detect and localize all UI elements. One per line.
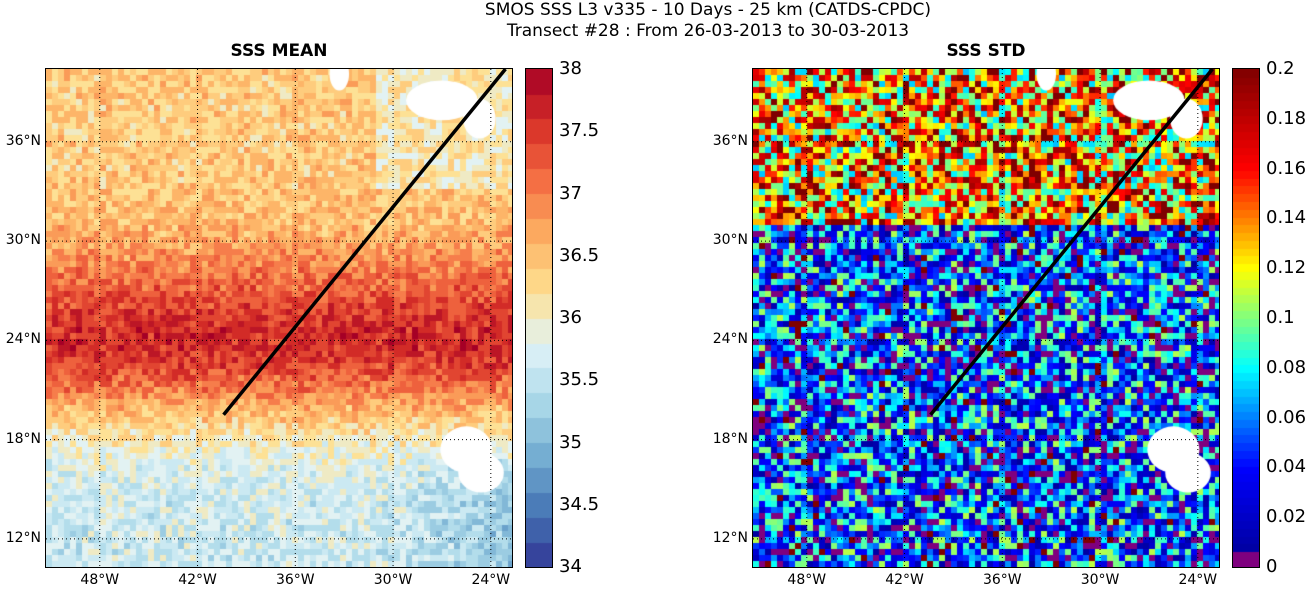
y-tick-label: 18°N: [5, 430, 41, 447]
y-tick-label: 30°N: [712, 232, 748, 249]
colorbar-tick-label: 0.06: [1266, 406, 1307, 428]
colorbar-tick-label: 35.5: [559, 369, 600, 391]
sss-std-colorbar-gradient: [1233, 69, 1259, 567]
colorbar-tick-label: 0.04: [1266, 456, 1307, 478]
y-tick-label: 24°N: [712, 331, 748, 348]
figure-subtitle: Transect #28 : From 26-03-2013 to 30-03-…: [506, 21, 910, 41]
x-tick-label: 48°W: [80, 572, 120, 588]
y-tick-label: 12°N: [712, 529, 748, 546]
colorbar-tick-label: 34: [559, 556, 582, 577]
transect-line: [929, 69, 1214, 416]
colorbar-tick-label: 38: [559, 58, 582, 79]
sss-mean-colorbar-gradient: [526, 69, 552, 567]
transect-line: [222, 69, 507, 416]
x-tick-label: 42°W: [178, 572, 217, 588]
sss-std-colorbar: [1232, 68, 1260, 568]
colorbar-tick-label: 0.2: [1266, 58, 1295, 79]
colorbar-tick-label: 36: [559, 307, 582, 328]
x-tick-label: 36°W: [982, 572, 1022, 588]
colorbar-tick-label: 0.1: [1266, 307, 1295, 328]
x-tick-label: 24°W: [1178, 572, 1218, 588]
y-tick-label: 30°N: [5, 232, 41, 249]
y-tick-label: 18°N: [712, 430, 748, 447]
colorbar-tick-label: 0: [1266, 556, 1278, 577]
x-tick-label: 30°W: [373, 572, 413, 588]
colorbar-tick-label: 0.14: [1266, 207, 1307, 229]
panel-title-mean: SSS MEAN: [230, 41, 328, 61]
sss-std-overlay: [753, 69, 1219, 567]
figure-title: SMOS SSS L3 v335 - 10 Days - 25 km (CATD…: [484, 0, 932, 20]
colorbar-tick-label: 36.5: [559, 244, 600, 266]
colorbar-tick-label: 0.08: [1266, 356, 1307, 378]
x-tick-label: 24°W: [471, 572, 511, 588]
colorbar-tick-label: 37: [559, 182, 582, 204]
colorbar-tick-label: 37.5: [559, 120, 600, 142]
y-tick-label: 24°N: [5, 331, 41, 348]
colorbar-tick-label: 0.12: [1266, 257, 1307, 279]
sss-mean-overlay: [46, 69, 512, 567]
panel-title-std: SSS STD: [946, 41, 1026, 61]
colorbar-tick-label: 35: [559, 431, 582, 453]
sss-mean-colorbar: [525, 68, 553, 568]
x-tick-label: 36°W: [275, 572, 315, 588]
colorbar-tick-label: 34.5: [559, 493, 600, 515]
sss-mean-map: [45, 68, 513, 568]
sss-std-map: [752, 68, 1220, 568]
sss-mean-heatmap: [46, 69, 512, 567]
y-tick-label: 36°N: [712, 132, 748, 149]
colorbar-tick-label: 0.02: [1266, 506, 1307, 528]
x-tick-label: 30°W: [1080, 572, 1120, 588]
colorbar-tick-label: 0.18: [1266, 107, 1307, 129]
sss-std-heatmap: [753, 69, 1219, 567]
colorbar-tick-label: 0.16: [1266, 157, 1307, 179]
x-tick-label: 42°W: [885, 572, 924, 588]
y-tick-label: 12°N: [5, 529, 41, 546]
x-tick-label: 48°W: [787, 572, 827, 588]
y-tick-label: 36°N: [5, 132, 41, 149]
